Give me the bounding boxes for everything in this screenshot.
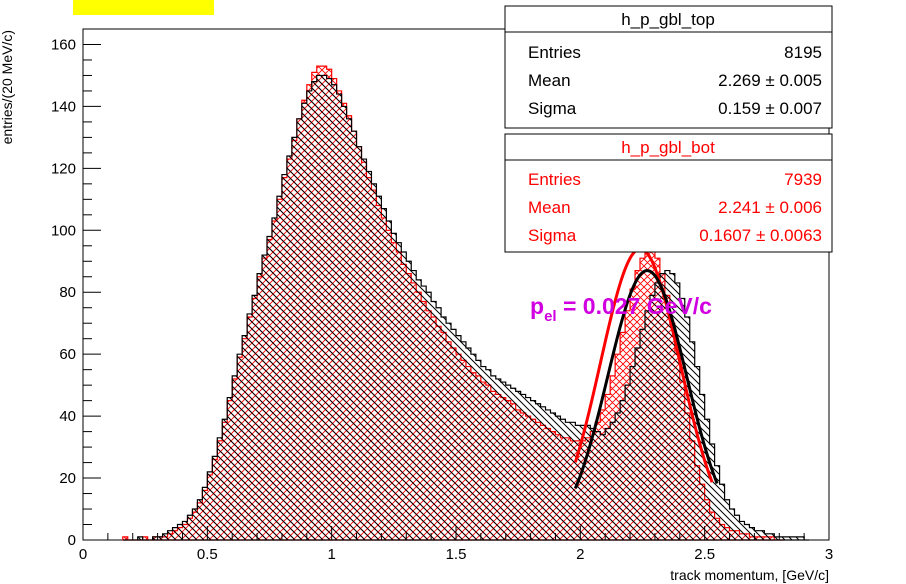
x-tick-label: 2 <box>576 546 584 563</box>
stats-box-top-frame <box>504 5 833 129</box>
x-tick-label: 1 <box>327 546 335 563</box>
stats-bot-mean-label: Mean <box>528 198 571 217</box>
stats-box-bot: h_p_gbl_bot Entries 7939 Mean 2.241 ± 0.… <box>504 133 833 253</box>
stats-top-sigma-label: Sigma <box>528 99 577 118</box>
stats-bot-entries-label: Entries <box>528 170 581 189</box>
x-tick-label: 3 <box>825 546 833 563</box>
stats-bot-sigma-value: 0.1607 ± 0.0063 <box>699 226 822 245</box>
y-tick-label: 100 <box>51 222 76 239</box>
x-tick-label: 1.5 <box>446 546 467 563</box>
y-tick-label: 140 <box>51 98 76 115</box>
x-tick-label: 0.5 <box>197 546 218 563</box>
y-tick-label: 80 <box>59 284 76 301</box>
annotation-text: = 0.027 GeV/c <box>557 293 713 319</box>
stats-box-top-title: h_p_gbl_top <box>621 10 715 29</box>
y-tick-label: 160 <box>51 36 76 53</box>
x-tick-label: 0 <box>79 546 87 563</box>
fit-curve-h_p_gbl_top <box>573 269 719 489</box>
stats-box-bot-title: h_p_gbl_bot <box>621 138 715 157</box>
stats-top-entries-value: 8195 <box>784 43 822 62</box>
stats-bot-sigma-label: Sigma <box>528 226 577 245</box>
stats-box-top: h_p_gbl_top Entries 8195 Mean 2.269 ± 0.… <box>504 5 833 129</box>
annotation-subscript: el <box>544 308 557 325</box>
x-axis-title: track momentum, [GeV/c] <box>670 567 829 583</box>
y-tick-label: 0 <box>68 532 76 549</box>
stats-bot-mean-value: 2.241 ± 0.006 <box>718 198 822 217</box>
y-tick-label: 60 <box>59 346 76 363</box>
stats-top-mean-label: Mean <box>528 71 571 90</box>
y-tick-label: 20 <box>59 470 76 487</box>
y-tick-label: 40 <box>59 408 76 425</box>
x-tick-label: 2.5 <box>694 546 715 563</box>
stats-top-mean-value: 2.269 ± 0.005 <box>718 71 822 90</box>
axes: 0 0.5 1 1.5 2 2.5 3 0 20 40 60 80 100 120 140 160 <box>51 28 833 563</box>
histogram-h_p_gbl_top <box>122 74 810 541</box>
annotation-base: p <box>530 293 544 319</box>
stats-top-entries-label: Entries <box>528 43 581 62</box>
stats-box-bot-frame <box>504 133 833 253</box>
color-legend-swatch <box>73 0 214 15</box>
series-layer <box>122 65 810 541</box>
stats-top-sigma-value: 0.159 ± 0.007 <box>718 99 822 118</box>
stats-bot-entries-value: 7939 <box>784 170 822 189</box>
momentum-annotation: pel = 0.027 GeV/c <box>530 293 712 325</box>
y-axis-title: entries/(20 MeV/c) <box>0 30 15 144</box>
y-tick-label: 120 <box>51 160 76 177</box>
